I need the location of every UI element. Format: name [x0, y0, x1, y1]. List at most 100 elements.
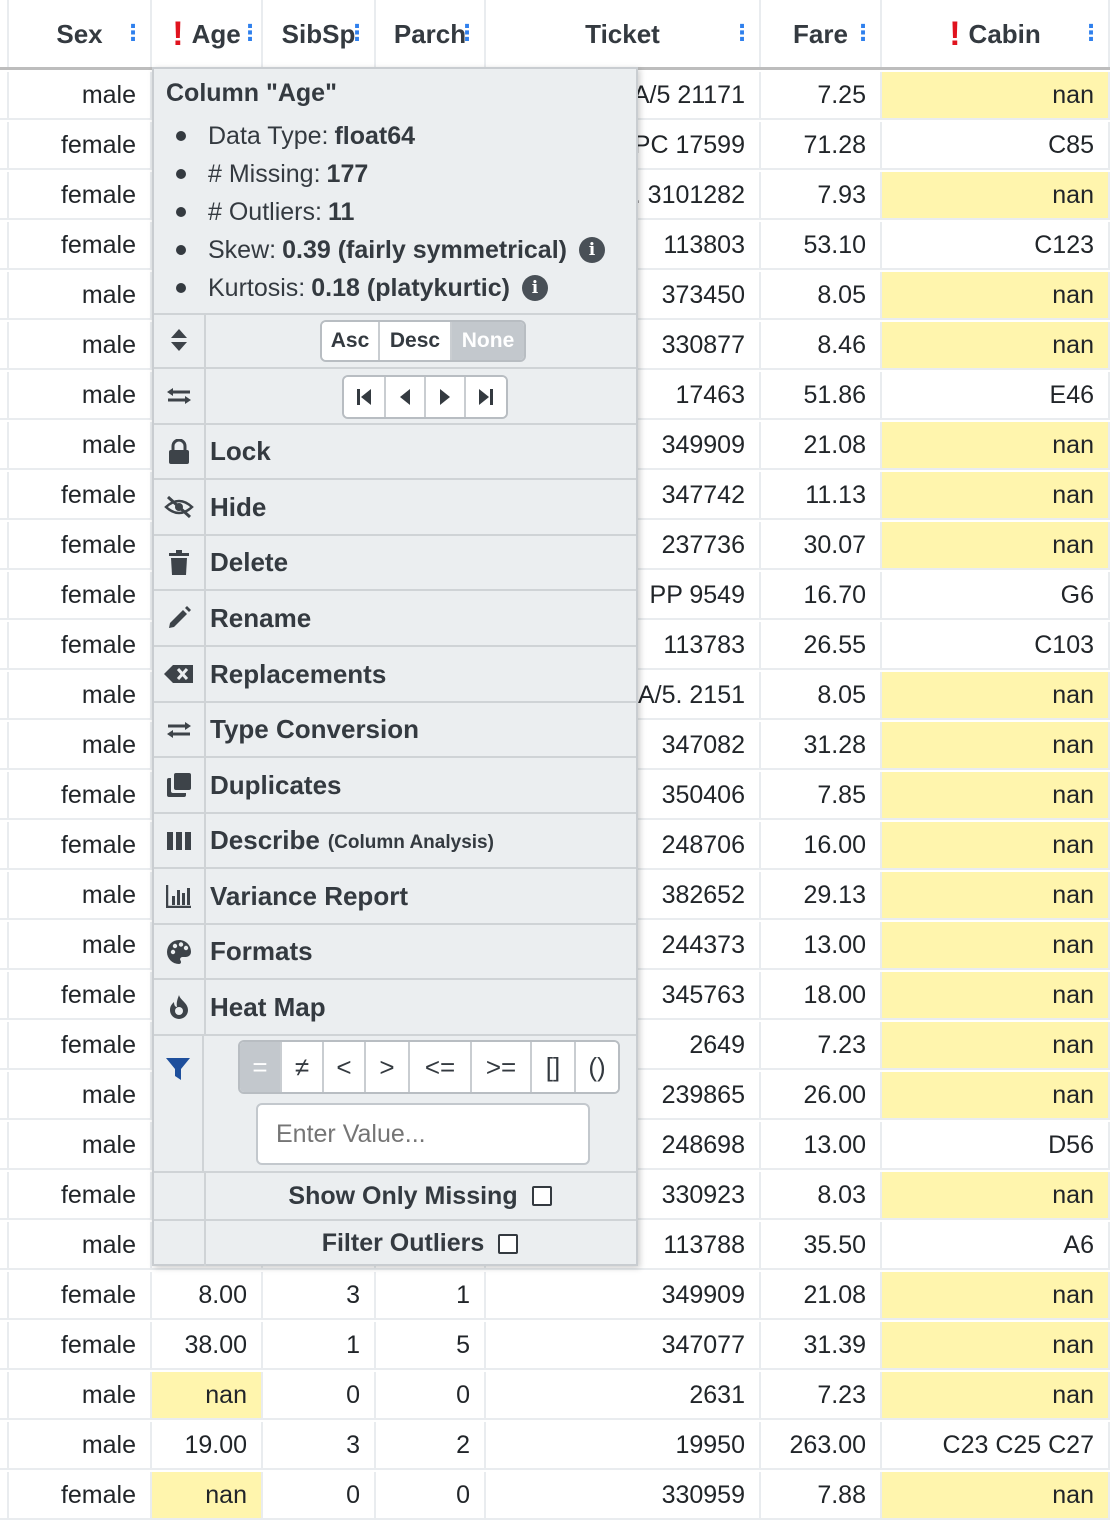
cell-sex[interactable]: female: [9, 1172, 152, 1220]
cell-cabin[interactable]: nan: [882, 872, 1110, 920]
info-icon[interactable]: i: [578, 237, 605, 263]
cell-sex[interactable]: male: [9, 722, 152, 770]
cell-fare[interactable]: 8.46: [761, 322, 882, 370]
cell-fare[interactable]: 7.23: [761, 1372, 882, 1420]
cell-fare[interactable]: 31.28: [761, 722, 882, 770]
cell-sex[interactable]: male: [9, 1122, 152, 1170]
cell-fare[interactable]: 7.25: [761, 72, 882, 120]
cell-sex[interactable]: female: [9, 122, 152, 170]
menu-item-heat-map[interactable]: Heat Map: [154, 980, 636, 1036]
column-header-sex[interactable]: Sex ⋮: [9, 0, 152, 68]
cell-age[interactable]: nan: [152, 1472, 263, 1520]
column-menu-icon[interactable]: ⋮: [852, 20, 874, 45]
cell-fare[interactable]: 16.00: [761, 822, 882, 870]
cell-parch[interactable]: 0: [376, 1372, 486, 1420]
cell-cabin[interactable]: nan: [882, 1372, 1110, 1420]
cell-sex[interactable]: male: [9, 1072, 152, 1120]
cell-cabin[interactable]: nan: [882, 272, 1110, 320]
move-left-button[interactable]: [386, 377, 426, 417]
column-header-age[interactable]: ! Age ⋮: [152, 0, 263, 68]
menu-item-rename[interactable]: Rename: [154, 591, 636, 647]
filter-outliers-checkbox[interactable]: [498, 1233, 519, 1254]
cell-cabin[interactable]: nan: [882, 822, 1110, 870]
sort-desc-button[interactable]: Desc: [380, 322, 452, 360]
cell-fare[interactable]: 21.08: [761, 422, 882, 470]
cell-fare[interactable]: 11.13: [761, 472, 882, 520]
cell-cabin[interactable]: nan: [882, 72, 1110, 120]
cell-cabin[interactable]: C23 C25 C27: [882, 1422, 1110, 1470]
cell-sibsp[interactable]: 3: [263, 1272, 376, 1320]
cell-cabin[interactable]: nan: [882, 1172, 1110, 1220]
cell-sex[interactable]: female: [9, 472, 152, 520]
show-only-missing-toggle[interactable]: Show Only Missing: [204, 1173, 636, 1219]
column-header-parch[interactable]: Parch ⋮: [376, 0, 486, 68]
cell-fare[interactable]: 263.00: [761, 1422, 882, 1470]
cell-cabin[interactable]: C123: [882, 222, 1110, 270]
menu-item-replacements[interactable]: Replacements: [154, 647, 636, 703]
cell-age[interactable]: 8.00: [152, 1272, 263, 1320]
column-header-fare[interactable]: Fare ⋮: [761, 0, 882, 68]
filter-operator-button[interactable]: (): [576, 1042, 618, 1092]
cell-cabin[interactable]: nan: [882, 1022, 1110, 1070]
cell-parch[interactable]: 5: [376, 1322, 486, 1370]
cell-sex[interactable]: male: [9, 322, 152, 370]
cell-cabin[interactable]: nan: [882, 1322, 1110, 1370]
cell-sex[interactable]: female: [9, 1472, 152, 1520]
cell-sex[interactable]: female: [9, 1272, 152, 1320]
cell-fare[interactable]: 18.00: [761, 972, 882, 1020]
cell-fare[interactable]: 8.05: [761, 672, 882, 720]
cell-ticket[interactable]: 330959: [486, 1472, 761, 1520]
cell-sex[interactable]: female: [9, 172, 152, 220]
cell-cabin[interactable]: nan: [882, 922, 1110, 970]
cell-sex[interactable]: male: [9, 672, 152, 720]
column-menu-icon[interactable]: ⋮: [1080, 20, 1102, 45]
cell-sibsp[interactable]: 1: [263, 1322, 376, 1370]
menu-item-type-conversion[interactable]: Type Conversion: [154, 703, 636, 758]
cell-parch[interactable]: 0: [376, 1472, 486, 1520]
cell-cabin[interactable]: nan: [882, 672, 1110, 720]
cell-fare[interactable]: 13.00: [761, 922, 882, 970]
cell-cabin[interactable]: nan: [882, 722, 1110, 770]
cell-fare[interactable]: 13.00: [761, 1122, 882, 1170]
sort-none-button[interactable]: None: [452, 322, 524, 360]
menu-item-delete[interactable]: Delete: [154, 536, 636, 591]
cell-sex[interactable]: male: [9, 1422, 152, 1470]
column-menu-icon[interactable]: ⋮: [122, 20, 144, 45]
cell-ticket[interactable]: 2631: [486, 1372, 761, 1420]
cell-cabin[interactable]: nan: [882, 172, 1110, 220]
cell-fare[interactable]: 16.70: [761, 572, 882, 620]
menu-item-duplicates[interactable]: Duplicates: [154, 758, 636, 814]
cell-fare[interactable]: 51.86: [761, 372, 882, 420]
menu-item-describe[interactable]: Describe (Column Analysis): [154, 814, 636, 869]
cell-cabin[interactable]: nan: [882, 1272, 1110, 1320]
column-menu-icon[interactable]: ⋮: [346, 20, 368, 45]
filter-operator-button[interactable]: >: [366, 1042, 410, 1092]
cell-sex[interactable]: female: [9, 1322, 152, 1370]
cell-cabin[interactable]: nan: [882, 422, 1110, 470]
cell-cabin[interactable]: nan: [882, 1072, 1110, 1120]
cell-sibsp[interactable]: 3: [263, 1422, 376, 1470]
cell-fare[interactable]: 8.03: [761, 1172, 882, 1220]
cell-cabin[interactable]: C103: [882, 622, 1110, 670]
cell-ticket[interactable]: 347077: [486, 1322, 761, 1370]
cell-fare[interactable]: 29.13: [761, 872, 882, 920]
filter-value-input[interactable]: [256, 1103, 590, 1165]
cell-cabin[interactable]: nan: [882, 772, 1110, 820]
filter-operator-button[interactable]: []: [532, 1042, 576, 1092]
column-header-ticket[interactable]: Ticket ⋮: [486, 0, 761, 68]
cell-parch[interactable]: 2: [376, 1422, 486, 1470]
menu-item-variance-report[interactable]: Variance Report: [154, 869, 636, 925]
cell-sex[interactable]: female: [9, 572, 152, 620]
cell-sex[interactable]: female: [9, 222, 152, 270]
cell-cabin[interactable]: G6: [882, 572, 1110, 620]
cell-sex[interactable]: male: [9, 1222, 152, 1270]
filter-outliers-toggle[interactable]: Filter Outliers: [204, 1221, 636, 1266]
cell-fare[interactable]: 26.00: [761, 1072, 882, 1120]
cell-fare[interactable]: 53.10: [761, 222, 882, 270]
cell-age[interactable]: 19.00: [152, 1422, 263, 1470]
cell-cabin[interactable]: nan: [882, 1472, 1110, 1520]
cell-cabin[interactable]: E46: [882, 372, 1110, 420]
cell-fare[interactable]: 26.55: [761, 622, 882, 670]
filter-operator-button[interactable]: <=: [410, 1042, 472, 1092]
cell-sex[interactable]: male: [9, 272, 152, 320]
